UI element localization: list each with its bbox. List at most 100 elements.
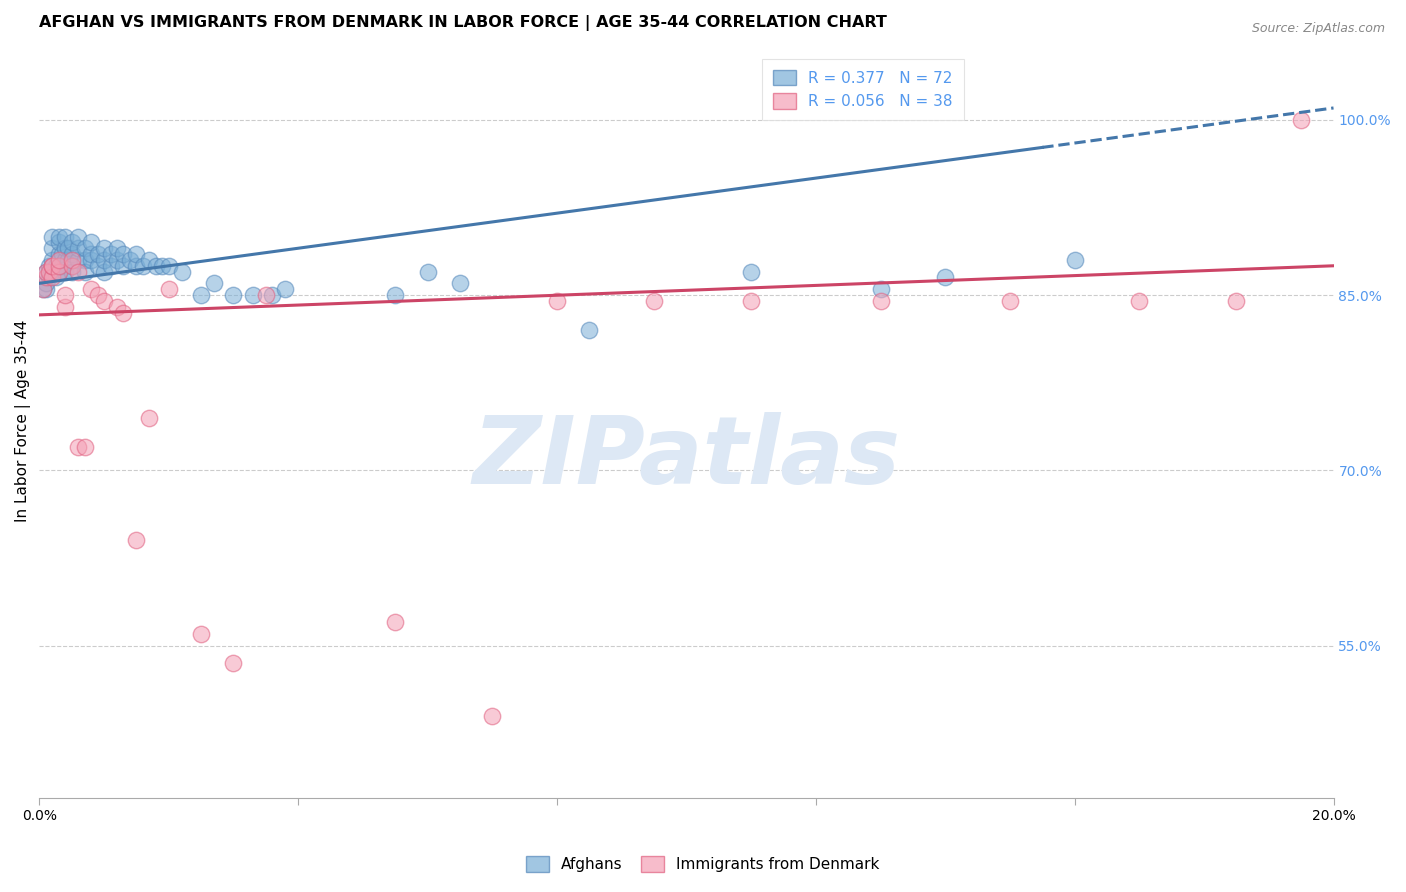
Point: [578, 323, 600, 337]
Point: [546, 293, 568, 308]
Point: [112, 305, 135, 319]
Point: [998, 293, 1021, 308]
Point: [274, 282, 297, 296]
Point: [73, 241, 96, 255]
Point: [73, 440, 96, 454]
Point: [41, 270, 63, 285]
Point: [38, 259, 60, 273]
Point: [190, 627, 212, 641]
Point: [93, 265, 115, 279]
Point: [105, 241, 128, 255]
Point: [1289, 112, 1312, 127]
Point: [242, 288, 264, 302]
Point: [125, 533, 148, 548]
Point: [41, 265, 63, 279]
Point: [48, 265, 70, 279]
Point: [100, 247, 122, 261]
Point: [48, 259, 70, 273]
Point: [1063, 252, 1085, 267]
Point: [86, 288, 108, 302]
Point: [44, 259, 66, 273]
Point: [80, 282, 103, 296]
Point: [125, 259, 148, 273]
Point: [86, 259, 108, 273]
Point: [60, 247, 83, 261]
Point: [869, 293, 891, 308]
Point: [67, 265, 90, 279]
Point: [60, 265, 83, 279]
Point: [80, 247, 103, 261]
Point: [384, 615, 406, 630]
Point: [869, 282, 891, 296]
Point: [190, 288, 212, 302]
Point: [60, 252, 83, 267]
Point: [125, 247, 148, 261]
Point: [80, 252, 103, 267]
Point: [48, 229, 70, 244]
Point: [1128, 293, 1150, 308]
Point: [384, 288, 406, 302]
Point: [41, 259, 63, 273]
Legend: R = 0.377   N = 72, R = 0.056   N = 38: R = 0.377 N = 72, R = 0.056 N = 38: [762, 59, 963, 120]
Point: [41, 229, 63, 244]
Point: [262, 288, 284, 302]
Point: [100, 259, 122, 273]
Point: [35, 265, 58, 279]
Point: [112, 259, 135, 273]
Point: [53, 288, 76, 302]
Point: [31, 282, 53, 296]
Point: [481, 709, 503, 723]
Point: [86, 247, 108, 261]
Point: [93, 252, 115, 267]
Point: [67, 440, 90, 454]
Point: [73, 265, 96, 279]
Point: [93, 241, 115, 255]
Point: [48, 235, 70, 250]
Y-axis label: In Labor Force | Age 35-44: In Labor Force | Age 35-44: [15, 319, 31, 522]
Point: [67, 229, 90, 244]
Point: [51, 247, 73, 261]
Point: [53, 265, 76, 279]
Point: [202, 277, 225, 291]
Point: [67, 241, 90, 255]
Point: [449, 277, 471, 291]
Point: [60, 235, 83, 250]
Point: [35, 270, 58, 285]
Point: [80, 235, 103, 250]
Point: [35, 282, 58, 296]
Point: [41, 252, 63, 267]
Point: [48, 252, 70, 267]
Point: [67, 252, 90, 267]
Point: [73, 252, 96, 267]
Point: [93, 293, 115, 308]
Point: [48, 265, 70, 279]
Point: [60, 259, 83, 273]
Point: [41, 259, 63, 273]
Point: [1225, 293, 1247, 308]
Point: [53, 252, 76, 267]
Point: [53, 229, 76, 244]
Point: [222, 657, 245, 671]
Point: [145, 259, 167, 273]
Point: [53, 241, 76, 255]
Point: [150, 259, 173, 273]
Text: AFGHAN VS IMMIGRANTS FROM DENMARK IN LABOR FORCE | AGE 35-44 CORRELATION CHART: AFGHAN VS IMMIGRANTS FROM DENMARK IN LAB…: [39, 15, 887, 31]
Point: [138, 410, 160, 425]
Point: [60, 259, 83, 273]
Point: [138, 252, 160, 267]
Point: [170, 265, 193, 279]
Point: [112, 247, 135, 261]
Point: [35, 277, 58, 291]
Point: [51, 259, 73, 273]
Point: [48, 259, 70, 273]
Point: [222, 288, 245, 302]
Point: [41, 241, 63, 255]
Point: [740, 265, 762, 279]
Point: [416, 265, 439, 279]
Point: [118, 252, 141, 267]
Text: Source: ZipAtlas.com: Source: ZipAtlas.com: [1251, 22, 1385, 36]
Point: [58, 241, 80, 255]
Point: [105, 252, 128, 267]
Point: [157, 259, 180, 273]
Point: [105, 300, 128, 314]
